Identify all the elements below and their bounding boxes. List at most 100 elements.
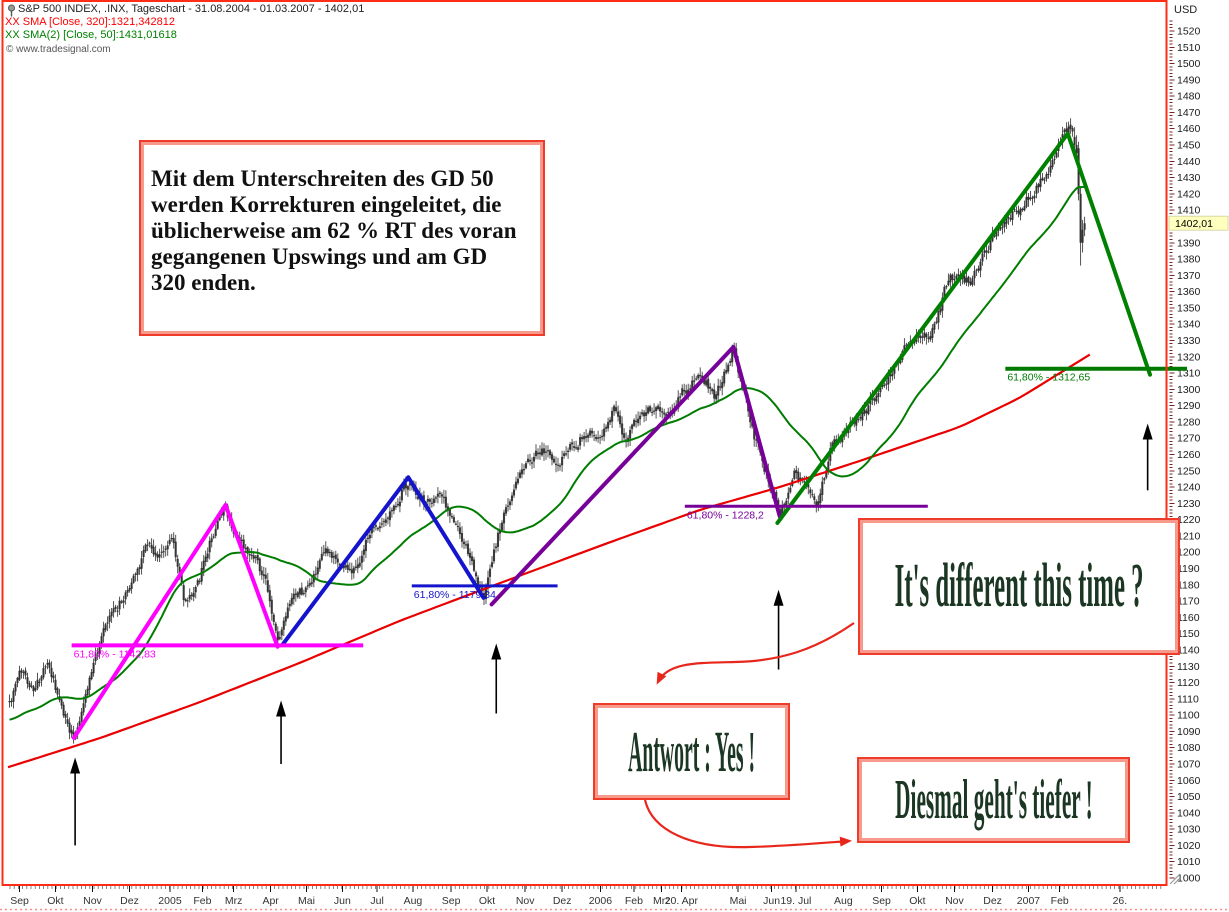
y-axis-label: 1050 <box>1177 791 1201 803</box>
y-axis-label: 1230 <box>1177 498 1201 510</box>
y-axis-label: 1200 <box>1177 547 1201 559</box>
y-axis-label: 1040 <box>1177 807 1201 819</box>
y-axis-label: 1320 <box>1177 351 1201 363</box>
up-arrow-2 <box>276 700 287 764</box>
x-axis-label: Jun <box>763 895 780 907</box>
x-axis-label: Nov <box>83 895 102 907</box>
indicator-sma320-label[interactable]: XX SMA [Close, 320]:1321,342812 <box>5 16 176 28</box>
pin-icon[interactable] <box>6 4 17 22</box>
y-axis-label: 1030 <box>1177 824 1201 836</box>
up-arrow-5 <box>1142 423 1153 491</box>
y-axis-label: 1510 <box>1177 42 1201 54</box>
y-axis-label: 1150 <box>1177 628 1200 640</box>
annotation-box-gd50-rule[interactable]: Mit dem Unterschreiten des GD 50 werden … <box>139 140 545 336</box>
annotation-line: üblicherweise am 62 % RT des voran <box>151 218 517 243</box>
y-axis-label: 1410 <box>1177 205 1201 217</box>
x-axis-label: Aug <box>834 895 853 907</box>
x-axis-label: Feb <box>625 895 643 907</box>
x-axis-label: Feb <box>193 895 211 907</box>
y-axis-label: 1090 <box>1177 726 1201 738</box>
fib-level-label: 61,80% - 1312,65 <box>1007 372 1090 384</box>
y-axis-label: 1490 <box>1177 74 1201 86</box>
x-axis-label: Mai <box>298 895 315 907</box>
y-axis-ticks <box>1169 20 1175 879</box>
y-axis-label: 1100 <box>1177 710 1200 722</box>
x-axis[interactable]: Sep Okt Nov Dez 2005 Feb Mrz Apr Mai Jun Jul Aug Sep… <box>0 886 1229 911</box>
x-axis-label: Aug <box>404 895 423 907</box>
trendline-upswing-1[interactable] <box>71 503 280 740</box>
y-axis-label: 1080 <box>1177 742 1201 754</box>
annotation-box-its-different[interactable]: It's different this time ? <box>858 518 1180 655</box>
resize-grip-icon[interactable] <box>1169 873 1181 885</box>
x-axis-label: Mai <box>730 895 747 907</box>
y-axis-label: 1420 <box>1177 188 1201 200</box>
y-axis-label: 1460 <box>1177 123 1201 135</box>
annotation-line: Mit dem Unterschreiten des GD 50 <box>151 166 494 191</box>
trendline-upswing-4[interactable] <box>775 131 1152 525</box>
x-axis-label: Sep <box>10 895 29 907</box>
y-axis-label: 1270 <box>1177 433 1201 445</box>
x-axis-label: Dez <box>120 895 139 907</box>
x-axis-label: Dez <box>983 895 1002 907</box>
last-price-tag: 1402,01 <box>1168 215 1229 231</box>
y-axis-label: 1370 <box>1177 270 1201 282</box>
y-axis-label: 1340 <box>1177 319 1201 331</box>
y-axis-label: 1120 <box>1177 677 1200 689</box>
y-axis-label: 1170 <box>1177 596 1200 608</box>
y-axis-label: 1500 <box>1177 58 1201 70</box>
plot-border <box>1 0 1168 886</box>
sma320-line <box>7 353 1091 769</box>
y-axis-label: 1140 <box>1177 644 1200 656</box>
trendline-upswing-2[interactable] <box>280 475 486 648</box>
fib-level-label: 61,80% - 1228,2 <box>687 509 764 521</box>
y-axis-label: 1450 <box>1177 140 1201 152</box>
x-axis-label: Nov <box>516 895 535 907</box>
annotation-text: Diesmal geht's tiefer ! <box>894 769 1093 831</box>
trendline-upswing-3[interactable] <box>489 345 782 607</box>
y-axis-label: 1300 <box>1177 384 1201 396</box>
y-axis-label: 1020 <box>1177 840 1201 852</box>
annotation-line: gegangenen Upswings und am GD <box>151 244 488 269</box>
y-axis[interactable]: 1000 1010 1020 1030 1040 1050 1060 1070 1080 1090… <box>1169 20 1201 885</box>
indicator-sma50-label[interactable]: XX SMA(2) [Close, 50]:1431,01618 <box>5 29 177 41</box>
annotation-text: It's different this time ? <box>894 552 1144 620</box>
x-axis-label: 26. <box>1113 895 1128 907</box>
y-axis-label: 1220 <box>1177 514 1201 526</box>
up-arrow-1 <box>70 757 81 846</box>
currency-axis-label: USD <box>1174 4 1198 16</box>
y-axis-label: 1480 <box>1177 91 1201 103</box>
svg-text:1402,01: 1402,01 <box>1175 218 1213 230</box>
chart-title: S&P 500 INDEX, .INX, Tageschart - 31.08.… <box>18 3 365 15</box>
x-axis-label: 20. Apr <box>665 895 699 907</box>
x-axis-label: Okt <box>47 895 63 907</box>
y-axis-label: 1470 <box>1177 107 1201 119</box>
x-axis-label: 2006 <box>589 895 613 907</box>
x-axis-label: 19. Jul <box>780 895 811 907</box>
up-arrow-4 <box>773 589 784 670</box>
y-axis-label: 1520 <box>1177 26 1201 38</box>
y-axis-label: 1190 <box>1177 563 1200 575</box>
x-axis-label: Feb <box>1051 895 1069 907</box>
x-axis-label: Sep <box>442 895 461 907</box>
y-axis-label: 1070 <box>1177 758 1201 770</box>
annotation-box-antwort-yes[interactable]: Antwort : Yes ! <box>593 703 790 800</box>
y-axis-label: 1110 <box>1177 693 1199 705</box>
y-axis-label: 1380 <box>1177 254 1201 266</box>
y-axis-label: 1210 <box>1177 530 1201 542</box>
y-axis-label: 1390 <box>1177 237 1201 249</box>
y-axis-label: 1260 <box>1177 449 1201 461</box>
x-axis-label: Dez <box>553 895 572 907</box>
y-axis-label: 1240 <box>1177 482 1201 494</box>
x-axis-major-ticks <box>19 886 1121 892</box>
y-axis-label: 1280 <box>1177 416 1201 428</box>
annotation-line: werden Korrekturen eingeleitet, die <box>151 192 502 217</box>
y-axis-label: 1010 <box>1177 856 1201 868</box>
y-axis-label: 1180 <box>1177 579 1200 591</box>
sma50-line <box>9 185 1085 721</box>
y-axis-label: 1290 <box>1177 400 1201 412</box>
annotation-box-diesmal-tiefer[interactable]: Diesmal geht's tiefer ! <box>857 757 1130 843</box>
x-axis-minor-ticks <box>9 886 1162 889</box>
y-axis-label: 1350 <box>1177 302 1201 314</box>
x-axis-label: Nov <box>945 895 964 907</box>
